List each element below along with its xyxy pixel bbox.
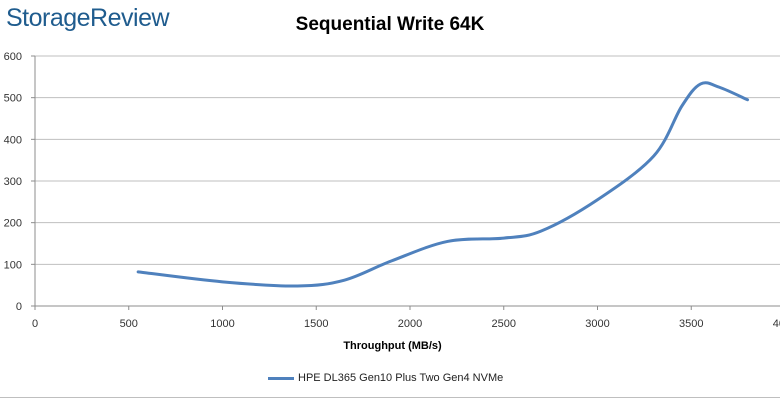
x-tick-label: 3500 xyxy=(679,318,703,330)
x-axis-title: Throughput (MB/s) xyxy=(343,340,442,352)
x-tick-label: 1000 xyxy=(210,318,234,330)
legend-swatch xyxy=(268,376,294,380)
y-tick-label: 400 xyxy=(4,134,22,146)
y-tick-label: 100 xyxy=(4,259,22,271)
x-tick-label: 0 xyxy=(32,318,38,330)
x-tick-label: 3000 xyxy=(585,318,609,330)
chart-legend: HPE DL365 Gen10 Plus Two Gen4 NVMe xyxy=(268,372,503,384)
y-tick-label: 0 xyxy=(16,301,22,313)
x-tick-label: 1500 xyxy=(304,318,328,330)
x-tick-label: 4000 xyxy=(773,318,780,330)
x-tick-label: 2500 xyxy=(492,318,516,330)
x-tick-label: 2000 xyxy=(398,318,422,330)
storagereview-logo: StorageReview xyxy=(6,4,170,32)
chart-title: Sequential Write 64K xyxy=(295,14,485,35)
y-tick-label: 600 xyxy=(4,51,22,63)
x-tick-label: 500 xyxy=(120,318,138,330)
legend-label: HPE DL365 Gen10 Plus Two Gen4 NVMe xyxy=(298,372,504,384)
footer-divider xyxy=(0,397,780,398)
series-line xyxy=(136,81,749,288)
y-tick-label: 300 xyxy=(4,176,22,188)
y-tick-label: 200 xyxy=(4,218,22,230)
y-tick-label: 500 xyxy=(4,93,22,105)
